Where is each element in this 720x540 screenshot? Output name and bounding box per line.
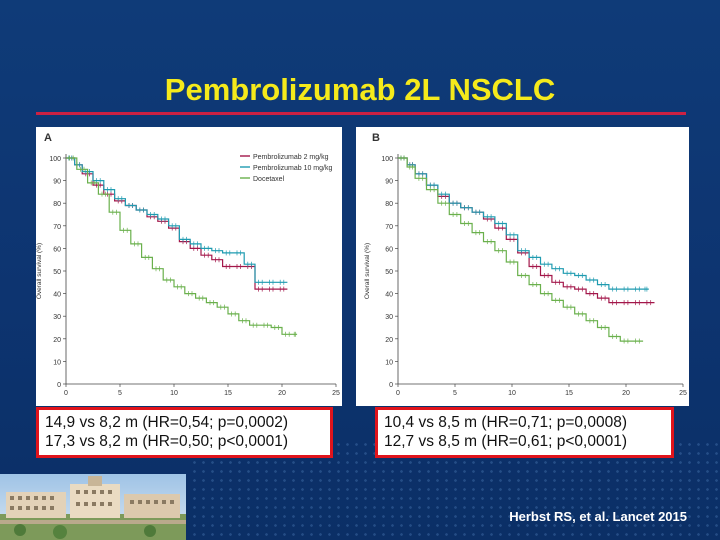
chart-a-panel-letter: A: [44, 132, 52, 144]
chart-b-x-tick-label: 15: [565, 390, 573, 397]
survival-chart-b: B 0 10 20 30 40 50 60 70 80 90 100 0 5 10 15 20 25 Overall…: [364, 132, 687, 397]
chart-a-x-tick-label: 15: [224, 390, 232, 397]
chart-b-y-tick-label: 100: [381, 156, 393, 163]
chart-a-axes: 0 10 20 30 40 50 60 70 80 90 100 0 5 10 15 20 25 Overall …: [36, 154, 340, 397]
chart-b-y-tick-label: 60: [385, 246, 393, 253]
chart-a-y-tick-label: 90: [53, 179, 61, 186]
chart-a-series-2: [66, 155, 298, 337]
chart-b-y-tick-label: 10: [385, 359, 393, 366]
chart-b-axes: 0 10 20 30 40 50 60 70 80 90 100 0 5 10 15 20 25 Overall …: [364, 154, 687, 397]
stat-box-a-line-2: 17,3 vs 8,2 m (HR=0,50; p<0,0001): [45, 433, 288, 450]
stat-box-a-line-1: 14,9 vs 8,2 m (HR=0,54; p=0,0002): [45, 414, 288, 431]
chart-a-y-tick-label: 60: [53, 246, 61, 253]
chart-b-y-tick-label: 90: [385, 179, 393, 186]
chart-b-x-tick-label: 5: [453, 390, 457, 397]
chart-a-x-tick-label: 0: [64, 390, 68, 397]
chart-a-y-tick-label: 50: [53, 269, 61, 276]
chart-a-series-1: [66, 155, 288, 285]
chart-panel-b: B 0 10 20 30 40 50 60 70 80 90 100 0 5 10 15 20 25 Overall…: [356, 127, 689, 406]
chart-panel-a: A 0 10 20 30 40 50 60 70 80 90 100 0 5 10 15 20 25 Overall…: [36, 127, 342, 406]
chart-b-x-tick-label: 20: [622, 390, 630, 397]
chart-b-series-2: [398, 155, 644, 344]
chart-a-y-tick-label: 80: [53, 201, 61, 208]
chart-b-x-tick-label: 0: [396, 390, 400, 397]
chart-b-series-0: [398, 155, 655, 306]
chart-a-y-tick-label: 70: [53, 224, 61, 231]
chart-a-legend: Pembrolizumab 2 mg/kg Pembrolizumab 10 mg…: [240, 154, 332, 183]
stat-box-b: 10,4 vs 8,5 m (HR=0,71; p=0,0008) 12,7 v…: [375, 407, 674, 458]
chart-a-y-axis-label: Overall survival (%): [36, 243, 43, 299]
citation: Herbst RS, et al. Lancet 2015: [509, 509, 687, 524]
chart-b-series-0-line: [398, 157, 655, 304]
survival-chart-a: A 0 10 20 30 40 50 60 70 80 90 100 0 5 10 15 20 25 Overall…: [36, 132, 340, 397]
stat-box-b-line-2: 12,7 vs 8,5 m (HR=0,61; p<0,0001): [384, 433, 627, 450]
chart-b-x-tick-label: 10: [508, 390, 516, 397]
title-divider: [36, 112, 686, 115]
chart-a-y-tick-label: 30: [53, 314, 61, 321]
chart-a-y-tick-label: 20: [53, 337, 61, 344]
chart-b-y-tick-label: 70: [385, 224, 393, 231]
hospital-building-photo: [0, 474, 186, 540]
stat-box-a: 14,9 vs 8,2 m (HR=0,54; p=0,0002) 17,3 v…: [36, 407, 333, 458]
stat-box-b-line-1: 10,4 vs 8,5 m (HR=0,71; p=0,0008): [384, 414, 627, 431]
chart-a-y-tick-label: 10: [53, 359, 61, 366]
chart-b-y-axis-label: Overall survival (%): [364, 243, 371, 299]
chart-b-series-2-line: [398, 157, 644, 342]
chart-b-y-tick-label: 20: [385, 337, 393, 344]
chart-b-y-tick-label: 50: [385, 269, 393, 276]
slide-title: Pembrolizumab 2L NSCLC: [164, 72, 556, 107]
chart-b-x-tick-label: 25: [679, 390, 687, 397]
chart-b-panel-letter: B: [372, 132, 380, 144]
chart-a-series-2-line: [66, 157, 298, 335]
chart-b-y-tick-label: 30: [385, 314, 393, 321]
chart-b-y-tick-label: 80: [385, 201, 393, 208]
chart-b-y-tick-label: 40: [385, 292, 393, 299]
chart-a-x-tick-label: 25: [332, 390, 340, 397]
chart-a-y-tick-label: 0: [57, 382, 61, 389]
chart-b-series-1: [398, 155, 649, 292]
chart-a-legend-label: Pembrolizumab 2 mg/kg: [253, 154, 329, 161]
chart-a-legend-label: Docetaxel: [253, 176, 285, 183]
chart-a-y-tick-label: 40: [53, 292, 61, 299]
chart-a-x-tick-label: 5: [118, 390, 122, 397]
chart-a-x-tick-label: 20: [278, 390, 286, 397]
chart-b-series-1-line: [398, 157, 649, 290]
chart-a-x-tick-label: 10: [170, 390, 178, 397]
chart-b-y-tick-label: 0: [389, 382, 393, 389]
chart-a-y-tick-label: 100: [49, 156, 61, 163]
chart-a-legend-label: Pembrolizumab 10 mg/kg: [253, 165, 332, 172]
